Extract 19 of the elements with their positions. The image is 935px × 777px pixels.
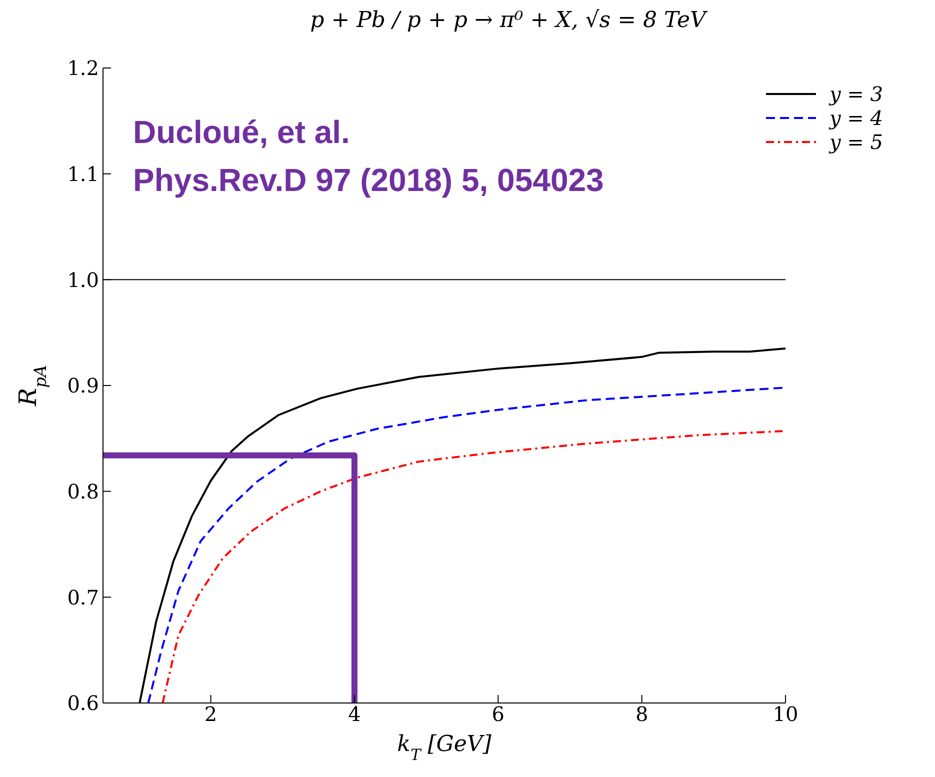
- x-tick-label: 6: [492, 702, 504, 726]
- x-tick-label: 2: [204, 702, 218, 726]
- y-tick-label: 0.9: [67, 374, 99, 398]
- y-tick-label: 0.7: [67, 585, 99, 610]
- y-tick-label: 1.0: [67, 268, 99, 292]
- x-tick-label: 8: [635, 702, 648, 726]
- y-tick-label: 0.8: [67, 479, 99, 504]
- annotation: Phys.Rev.D 97 (2018) 5, 054023: [133, 162, 604, 198]
- annotation: Ducloué, et al.: [133, 114, 350, 150]
- y-tick-label: 1.2: [67, 56, 99, 80]
- legend-label: y = 3: [830, 82, 883, 106]
- x-axis-title: k$_{T}$ [GeV]: [397, 732, 492, 764]
- y-tick-label: 0.6: [67, 691, 99, 716]
- chart-title: p + Pb / p + p → π⁰ + X, √s = 8 TeV: [310, 8, 706, 33]
- legend-label: y = 4: [830, 106, 883, 130]
- x-tick-label: 4: [348, 702, 361, 726]
- y-tick-label: 1.1: [67, 162, 99, 186]
- legend-label: y = 5: [830, 130, 883, 154]
- x-tick-label: 10: [772, 702, 798, 726]
